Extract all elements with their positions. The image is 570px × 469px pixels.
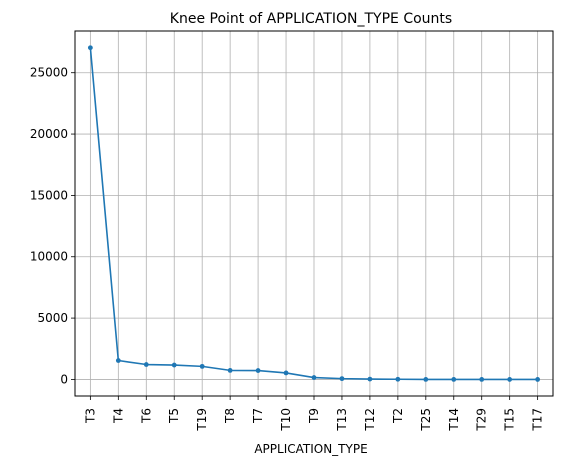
data-point (339, 376, 345, 382)
y-tick-label: 25000 (30, 66, 68, 80)
x-tick-label: T9 (307, 408, 321, 424)
x-tick-label: T29 (475, 408, 489, 432)
data-point (423, 377, 429, 382)
data-point (535, 377, 541, 382)
data-point (87, 45, 93, 51)
x-tick-label: T2 (391, 408, 405, 424)
x-tick-label: T17 (531, 408, 545, 432)
data-point (199, 363, 205, 369)
x-tick-label: T8 (223, 408, 237, 424)
data-point (367, 376, 373, 382)
x-tick-label: T5 (167, 408, 181, 424)
x-tick-label: T7 (251, 408, 265, 424)
x-tick-label: T12 (363, 408, 377, 432)
data-point (143, 362, 149, 367)
y-tick-label: 0 (60, 372, 68, 386)
chart-title: Knee Point of APPLICATION_TYPE Counts (170, 11, 452, 27)
x-tick-label: T10 (279, 408, 293, 432)
x-tick-label: T4 (111, 408, 125, 424)
data-point (311, 375, 317, 380)
data-point (283, 370, 289, 376)
y-tick-label: 20000 (30, 127, 68, 141)
x-tick-label: T19 (195, 408, 209, 432)
y-tick-label: 15000 (30, 188, 68, 202)
data-point (171, 362, 177, 368)
x-axis-label: APPLICATION_TYPE (254, 442, 367, 456)
y-tick-label: 5000 (37, 311, 68, 325)
data-point (451, 377, 457, 382)
data-point (507, 377, 513, 382)
x-axis: T3 T4 T6 T5 T19 T8 T7 T10 T9 T13 T12 T2 T25 T14 T29 T15… (83, 396, 545, 432)
data-point (255, 368, 261, 373)
x-tick-label: T15 (503, 408, 517, 432)
x-tick-label: T6 (139, 408, 153, 424)
x-tick-label: T14 (447, 408, 461, 432)
x-tick-label: T25 (419, 408, 433, 432)
x-tick-label: T3 (83, 408, 97, 424)
grid-lines (75, 31, 553, 396)
data-point (479, 377, 485, 382)
y-tick-label: 10000 (30, 250, 68, 264)
series-line-layer (87, 45, 541, 382)
x-tick-label: T13 (335, 408, 349, 432)
data-point (395, 376, 401, 382)
y-axis: 0 5000 10000 15000 20000 25000 (30, 66, 75, 386)
data-point (115, 358, 121, 363)
data-point (227, 367, 233, 373)
